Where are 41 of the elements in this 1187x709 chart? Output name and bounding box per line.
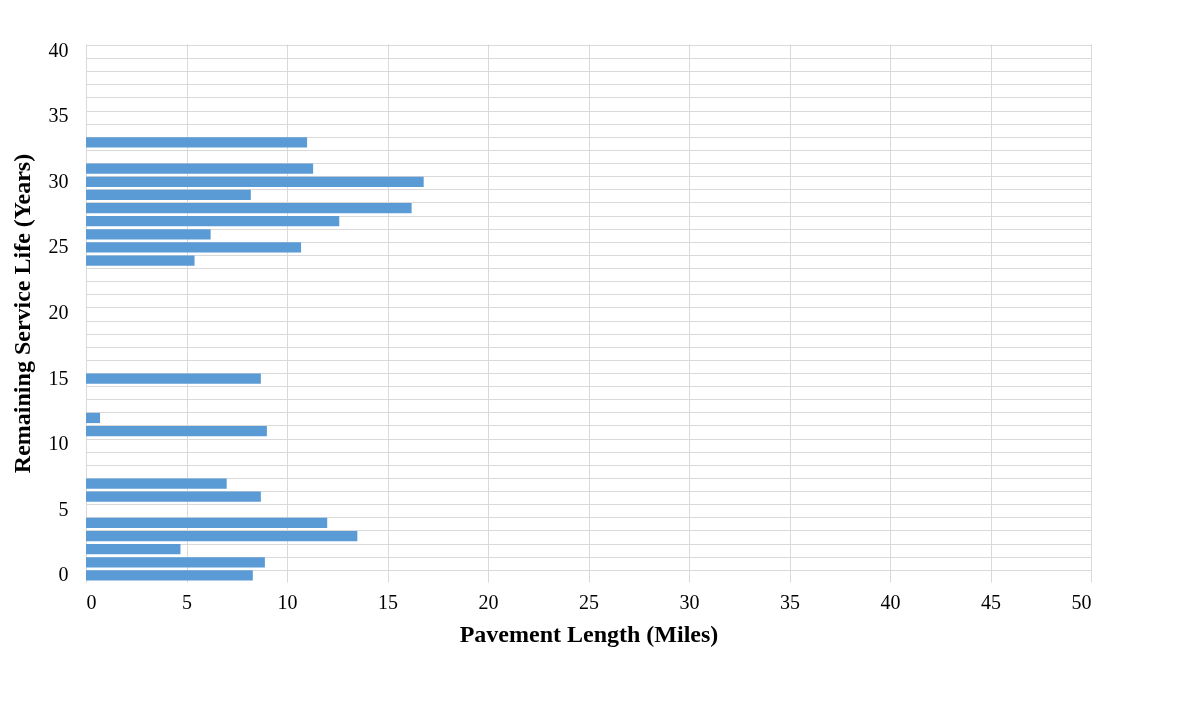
y-tick-label: 5 xyxy=(58,497,69,520)
x-tick-label: 30 xyxy=(679,590,700,613)
y-tick-label: 40 xyxy=(48,38,69,61)
y-axis-title: Remaining Service Life (Years) xyxy=(8,153,35,474)
bar xyxy=(86,373,261,384)
y-tick-label: 30 xyxy=(48,169,69,192)
bar xyxy=(86,137,308,148)
bar xyxy=(86,229,211,240)
bar xyxy=(86,530,358,542)
bar xyxy=(86,255,195,266)
x-tick-label: 20 xyxy=(478,590,499,613)
bar xyxy=(86,557,265,568)
x-axis-title: Pavement Length (Miles) xyxy=(459,620,719,647)
x-tick-label: 35 xyxy=(780,590,800,613)
y-tick-label: 0 xyxy=(58,563,69,586)
bar xyxy=(86,544,181,555)
bar xyxy=(86,570,253,581)
bar xyxy=(86,189,251,201)
bar xyxy=(86,425,267,437)
x-tick-label: 40 xyxy=(880,590,901,613)
x-tick-label: 5 xyxy=(182,590,192,613)
x-tick-label: 45 xyxy=(981,590,1001,613)
x-tick-label: 0 xyxy=(86,590,97,613)
y-tick-label: 10 xyxy=(48,432,69,455)
y-tick-label: 35 xyxy=(48,104,69,127)
bar xyxy=(86,478,227,489)
x-tick-label: 25 xyxy=(579,590,599,613)
x-tick-label: 15 xyxy=(378,590,398,613)
bar xyxy=(86,176,424,187)
bar xyxy=(86,163,314,174)
x-tick-label: 50 xyxy=(1071,590,1092,613)
bar xyxy=(86,216,340,227)
bar xyxy=(86,242,302,253)
bar xyxy=(86,491,261,502)
bar xyxy=(86,202,412,214)
y-tick-label: 15 xyxy=(48,366,69,389)
bar xyxy=(86,412,101,424)
bar xyxy=(86,517,328,529)
x-tick-label: 10 xyxy=(277,590,298,613)
y-tick-label: 25 xyxy=(48,235,69,258)
y-tick-label: 20 xyxy=(48,301,69,323)
